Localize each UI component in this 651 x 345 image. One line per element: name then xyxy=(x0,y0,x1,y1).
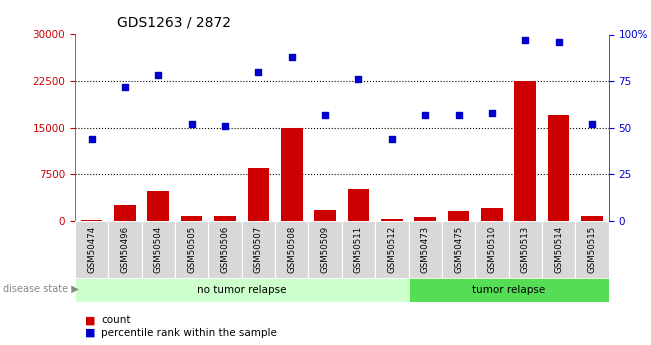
Bar xyxy=(409,221,442,278)
Bar xyxy=(247,168,270,221)
Text: GSM50474: GSM50474 xyxy=(87,226,96,273)
Point xyxy=(387,136,397,141)
Text: no tumor relapse: no tumor relapse xyxy=(197,285,286,295)
Bar xyxy=(481,208,503,221)
Bar xyxy=(108,221,141,278)
Bar xyxy=(275,221,309,278)
Text: percentile rank within the sample: percentile rank within the sample xyxy=(101,328,277,338)
Text: GSM50509: GSM50509 xyxy=(320,226,329,273)
Point xyxy=(453,112,464,117)
Bar xyxy=(375,221,409,278)
Bar xyxy=(414,217,436,221)
Point xyxy=(87,136,97,141)
Text: GSM50507: GSM50507 xyxy=(254,226,263,273)
Bar xyxy=(542,221,575,278)
Point xyxy=(286,54,297,60)
Bar xyxy=(181,216,202,221)
Point xyxy=(520,37,531,43)
Text: tumor relapse: tumor relapse xyxy=(472,285,546,295)
Text: GSM50510: GSM50510 xyxy=(488,226,497,273)
Text: GSM50515: GSM50515 xyxy=(587,226,596,273)
Text: GSM50506: GSM50506 xyxy=(221,226,230,273)
Bar xyxy=(547,115,570,221)
Text: GSM50496: GSM50496 xyxy=(120,226,130,273)
Bar xyxy=(309,221,342,278)
Text: GSM50508: GSM50508 xyxy=(287,226,296,273)
Text: disease state ▶: disease state ▶ xyxy=(3,284,79,294)
Bar xyxy=(348,188,369,221)
Text: GSM50513: GSM50513 xyxy=(521,226,530,273)
Text: GSM50505: GSM50505 xyxy=(187,226,196,273)
Point xyxy=(186,121,197,127)
Bar xyxy=(508,221,542,278)
Text: GSM50473: GSM50473 xyxy=(421,226,430,273)
Bar xyxy=(175,221,208,278)
Bar xyxy=(342,221,375,278)
Bar xyxy=(75,278,409,302)
Bar xyxy=(114,205,136,221)
Bar xyxy=(81,219,102,221)
Bar xyxy=(514,81,536,221)
Text: GSM50512: GSM50512 xyxy=(387,226,396,273)
Text: GSM50475: GSM50475 xyxy=(454,226,463,273)
Bar xyxy=(147,191,169,221)
Bar xyxy=(581,216,603,221)
Point xyxy=(420,112,430,117)
Point xyxy=(253,69,264,75)
Text: GSM50511: GSM50511 xyxy=(354,226,363,273)
Text: GDS1263 / 2872: GDS1263 / 2872 xyxy=(117,16,231,30)
Point xyxy=(553,39,564,45)
Bar xyxy=(214,216,236,221)
Bar xyxy=(242,221,275,278)
Text: GSM50514: GSM50514 xyxy=(554,226,563,273)
Bar xyxy=(475,221,508,278)
Text: ■: ■ xyxy=(85,328,95,338)
Bar xyxy=(208,221,242,278)
Text: ■: ■ xyxy=(85,315,95,325)
Point xyxy=(220,123,230,129)
Point xyxy=(587,121,597,127)
Bar xyxy=(75,221,108,278)
Bar xyxy=(442,221,475,278)
Bar xyxy=(575,221,609,278)
Bar xyxy=(409,278,609,302)
Bar xyxy=(448,211,469,221)
Point xyxy=(353,77,364,82)
Bar xyxy=(381,219,403,221)
Text: count: count xyxy=(101,315,130,325)
Point xyxy=(487,110,497,116)
Text: GSM50504: GSM50504 xyxy=(154,226,163,273)
Point xyxy=(320,112,330,117)
Bar xyxy=(142,221,175,278)
Bar xyxy=(314,210,336,221)
Bar xyxy=(281,128,303,221)
Point xyxy=(120,84,130,89)
Point xyxy=(153,73,163,78)
